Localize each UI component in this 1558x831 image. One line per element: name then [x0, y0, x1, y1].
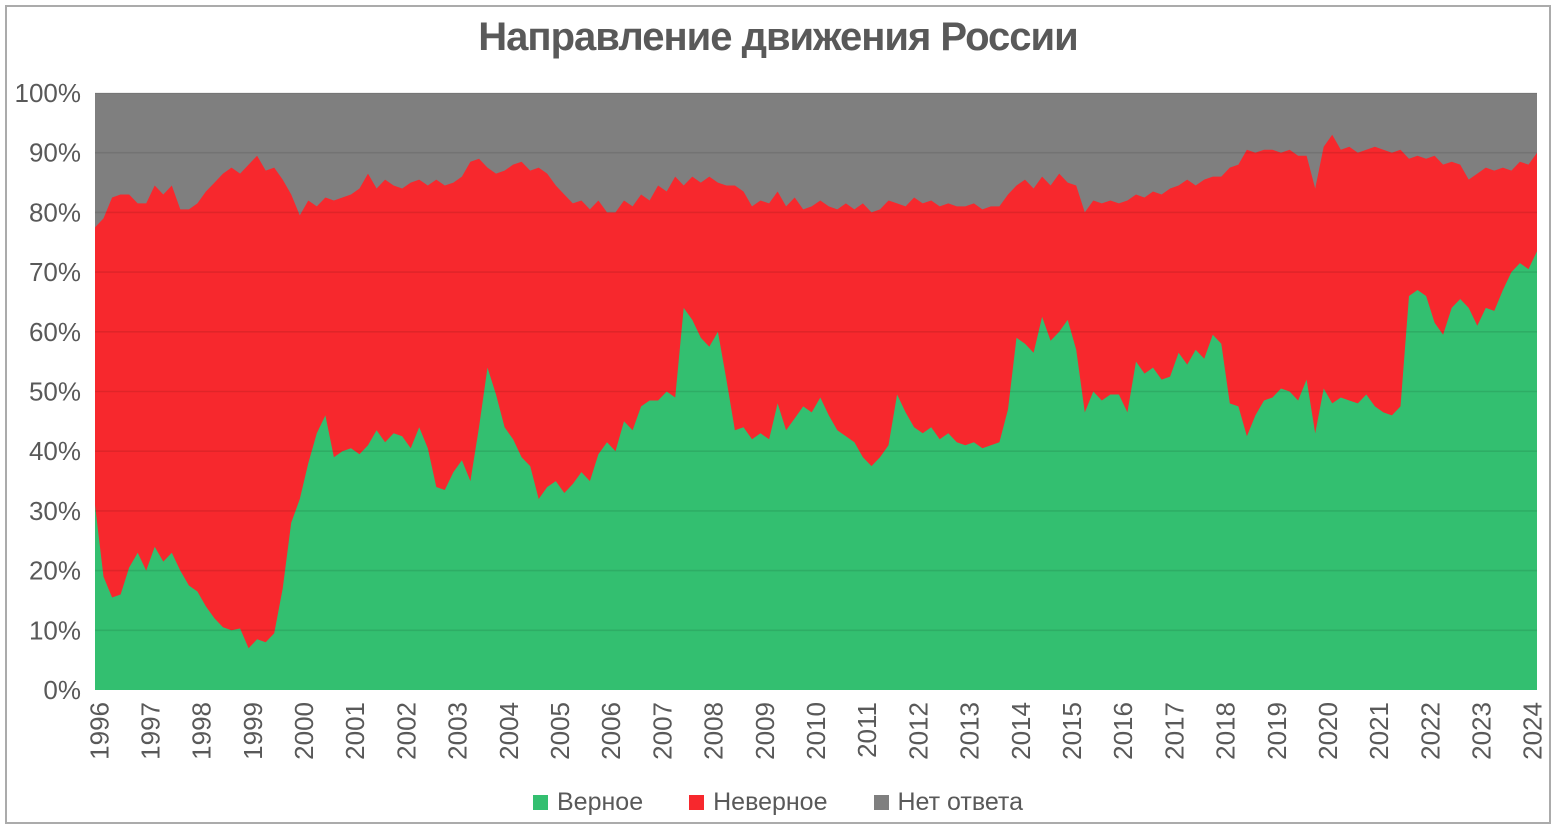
y-tick-label: 20% [29, 556, 81, 586]
x-tick-label: 2016 [1108, 702, 1138, 760]
x-tick-label: 2024 [1518, 702, 1548, 760]
x-tick-label: 2015 [1057, 702, 1087, 760]
y-axis-labels: 0% 10% 20% 30% 40% 50% 60% 70% 80% 90% 100% [15, 78, 82, 705]
x-tick-label: 2002 [391, 702, 421, 760]
y-tick-label: 90% [29, 138, 81, 168]
legend-label-vernoe: Верное [557, 788, 644, 816]
x-tick-label: 2018 [1211, 702, 1241, 760]
y-tick-label: 80% [29, 197, 81, 227]
x-tick-label: 2014 [1006, 702, 1036, 760]
x-tick-label: 2009 [750, 702, 780, 760]
chart-legend: Верное Неверное Нет ответа [7, 788, 1549, 817]
legend-item-nevernoe: Неверное [689, 788, 828, 817]
x-tick-label: 1996 [84, 702, 114, 760]
x-tick-label: 1999 [238, 702, 268, 760]
y-tick-label: 30% [29, 496, 81, 526]
x-tick-label: 2000 [289, 702, 319, 760]
x-tick-label: 2021 [1364, 702, 1394, 760]
legend-marker-nevernoe-icon [689, 795, 705, 810]
y-tick-label: 40% [29, 436, 81, 466]
x-axis-labels: 1996 1997 1998 1999 2000 2001 2002 2003 2004 2005… [84, 702, 1547, 760]
y-tick-label: 70% [29, 257, 81, 287]
x-tick-label: 1998 [187, 702, 217, 760]
x-tick-label: 1997 [135, 702, 165, 760]
x-tick-label: 2010 [801, 702, 831, 760]
x-tick-label: 2007 [647, 702, 677, 760]
legend-marker-net-otveta-icon [873, 795, 889, 810]
x-tick-label: 2023 [1467, 702, 1497, 760]
x-tick-label: 2013 [955, 702, 985, 760]
chart-figure: 0% 10% 20% 30% 40% 50% 60% 70% 80% 90% 100% 1996 199… [5, 5, 1551, 824]
y-tick-label: 10% [29, 615, 81, 645]
stacked-area-chart: 0%10%20%30%40%50%60%70%80%90%100%1996 199… [15, 78, 1548, 760]
x-tick-label: 2019 [1262, 702, 1292, 760]
y-tick-label: 60% [29, 317, 81, 347]
x-tick-label: 2012 [903, 702, 933, 760]
x-tick-label: 2020 [1313, 702, 1343, 760]
legend-label-net-otveta: Нет ответа [897, 788, 1023, 816]
x-tick-label: 2008 [699, 702, 729, 760]
legend-marker-vernoe-icon [533, 795, 548, 810]
x-tick-label: 2006 [596, 702, 626, 760]
x-tick-label: 2005 [545, 702, 575, 760]
legend-label-nevernoe: Неверное [713, 788, 828, 816]
y-tick-label: 0% [43, 675, 81, 705]
x-tick-label: 2022 [1415, 702, 1445, 760]
y-tick-label: 50% [29, 377, 81, 407]
chart-title: Направление движения России [478, 15, 1078, 59]
legend-item-net-otveta: Нет ответа [873, 788, 1023, 817]
x-tick-label: 2017 [1159, 702, 1189, 760]
y-tick-label: 100% [15, 78, 82, 108]
x-tick-label: 2001 [340, 702, 370, 760]
x-tick-label: 2003 [443, 702, 473, 760]
x-tick-label: 2004 [494, 702, 524, 760]
grid-lines [95, 92, 1537, 632]
plot-area: 0% 10% 20% 30% 40% 50% 60% 70% 80% 90% 100% 1996 199… [7, 7, 1549, 822]
x-tick-label: 2011 [852, 702, 882, 758]
legend-item-vernoe: Верное [533, 788, 643, 817]
area-vernoe [95, 251, 1537, 690]
